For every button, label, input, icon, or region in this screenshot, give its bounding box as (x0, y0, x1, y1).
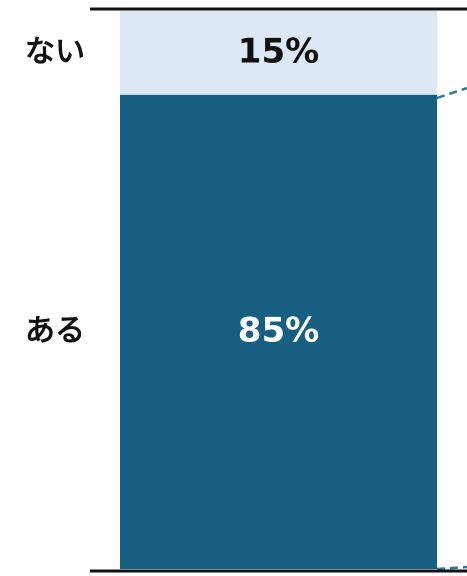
legend-label: ある (25, 313, 85, 348)
bar-segment (120, 94, 437, 569)
connector-line (436, 565, 467, 571)
value-label: 85% (238, 310, 319, 350)
bar-segment (120, 11, 437, 95)
connector-line (436, 86, 467, 100)
value-label: 15% (238, 31, 319, 71)
legend-label: ない (25, 34, 85, 69)
